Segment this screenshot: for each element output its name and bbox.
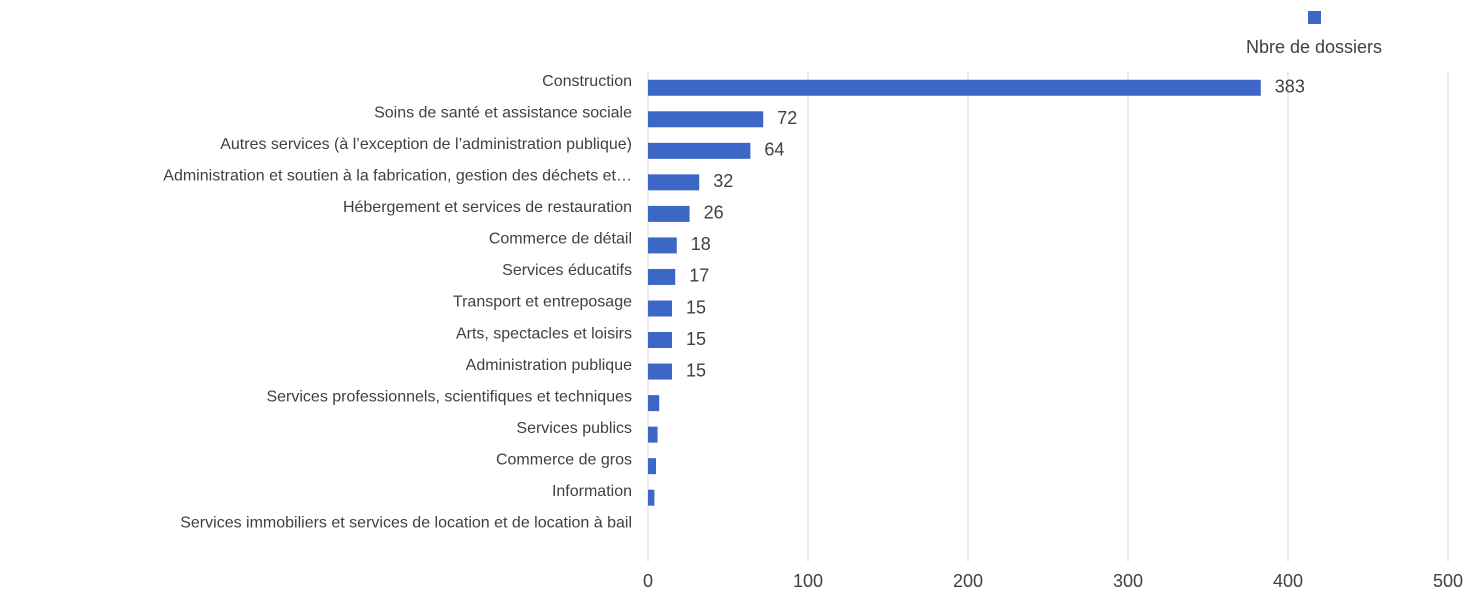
bar <box>648 489 655 506</box>
data-label: 32 <box>713 171 733 191</box>
y-tick-label: Services immobiliers et services de loca… <box>180 514 632 531</box>
data-label: 26 <box>704 203 724 223</box>
x-tick-label: 300 <box>1113 571 1143 591</box>
bar <box>648 79 1261 96</box>
x-tick-label: 200 <box>953 571 983 591</box>
data-label: 15 <box>686 329 706 349</box>
x-tick-label: 500 <box>1433 571 1463 591</box>
y-tick-label: Services publics <box>516 420 632 437</box>
y-tick-label: Commerce de détail <box>489 231 632 248</box>
bar <box>648 268 676 285</box>
y-tick-label: Services éducatifs <box>502 262 632 279</box>
y-tick-label: Arts, spectacles et loisirs <box>456 325 632 342</box>
data-label: 64 <box>764 140 784 160</box>
y-tick-label: Construction <box>542 73 632 90</box>
x-tick-label: 100 <box>793 571 823 591</box>
data-label: 18 <box>691 234 711 254</box>
y-tick-label: Administration et soutien à la fabricati… <box>163 168 632 185</box>
bar <box>648 426 658 443</box>
y-tick-label: Transport et entreposage <box>453 294 632 311</box>
y-tick-label: Autres services (à l’exception de l’admi… <box>220 136 632 153</box>
y-tick-label: Hébergement et services de restauration <box>343 199 632 216</box>
legend-label: Nbre de dossiers <box>1246 37 1382 57</box>
y-tick-label: Information <box>552 483 632 500</box>
y-tick-label: Commerce de gros <box>496 451 632 468</box>
bar <box>648 174 700 191</box>
bar <box>648 458 656 475</box>
data-label: 17 <box>689 266 709 286</box>
x-tick-label: 0 <box>643 571 653 591</box>
data-label: 383 <box>1275 77 1305 97</box>
bar <box>648 332 672 349</box>
bar <box>648 237 677 254</box>
data-label: 15 <box>686 360 706 380</box>
bar <box>648 395 660 412</box>
bar <box>648 300 672 317</box>
y-tick-label: Services professionnels, scientifiques e… <box>266 388 632 405</box>
bar <box>648 111 764 128</box>
bar <box>648 363 672 380</box>
y-tick-label: Soins de santé et assistance sociale <box>374 105 632 122</box>
data-label: 72 <box>777 108 797 128</box>
bar <box>648 142 751 159</box>
y-tick-label: Administration publique <box>466 357 632 374</box>
legend-swatch <box>1308 11 1321 24</box>
data-label: 15 <box>686 297 706 317</box>
bar <box>648 205 690 222</box>
x-tick-label: 400 <box>1273 571 1303 591</box>
